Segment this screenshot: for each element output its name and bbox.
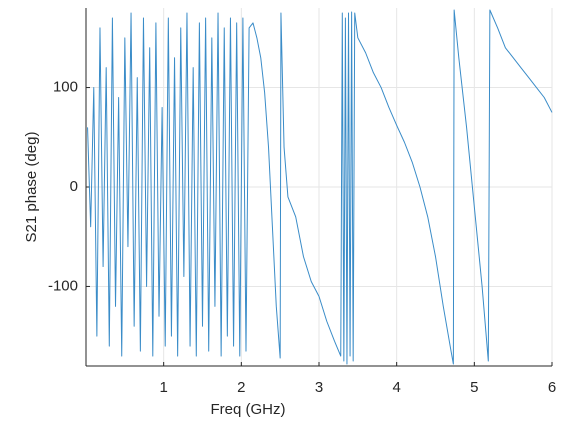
x-tick-label: 1 <box>159 379 167 396</box>
y-tick-label: -100 <box>48 277 78 294</box>
data-line <box>87 9 553 365</box>
x-tick-label: 6 <box>548 379 556 396</box>
x-axis-label: Freq (GHz) <box>211 401 286 418</box>
y-tick-label: 0 <box>70 178 78 195</box>
x-tick-label: 5 <box>470 379 478 396</box>
y-tick-label: 100 <box>53 79 78 96</box>
x-tick-label: 3 <box>315 379 323 396</box>
x-tick-label: 4 <box>392 379 400 396</box>
x-tick-label: 2 <box>237 379 245 396</box>
y-axis-label: S21 phase (deg) <box>23 132 40 243</box>
